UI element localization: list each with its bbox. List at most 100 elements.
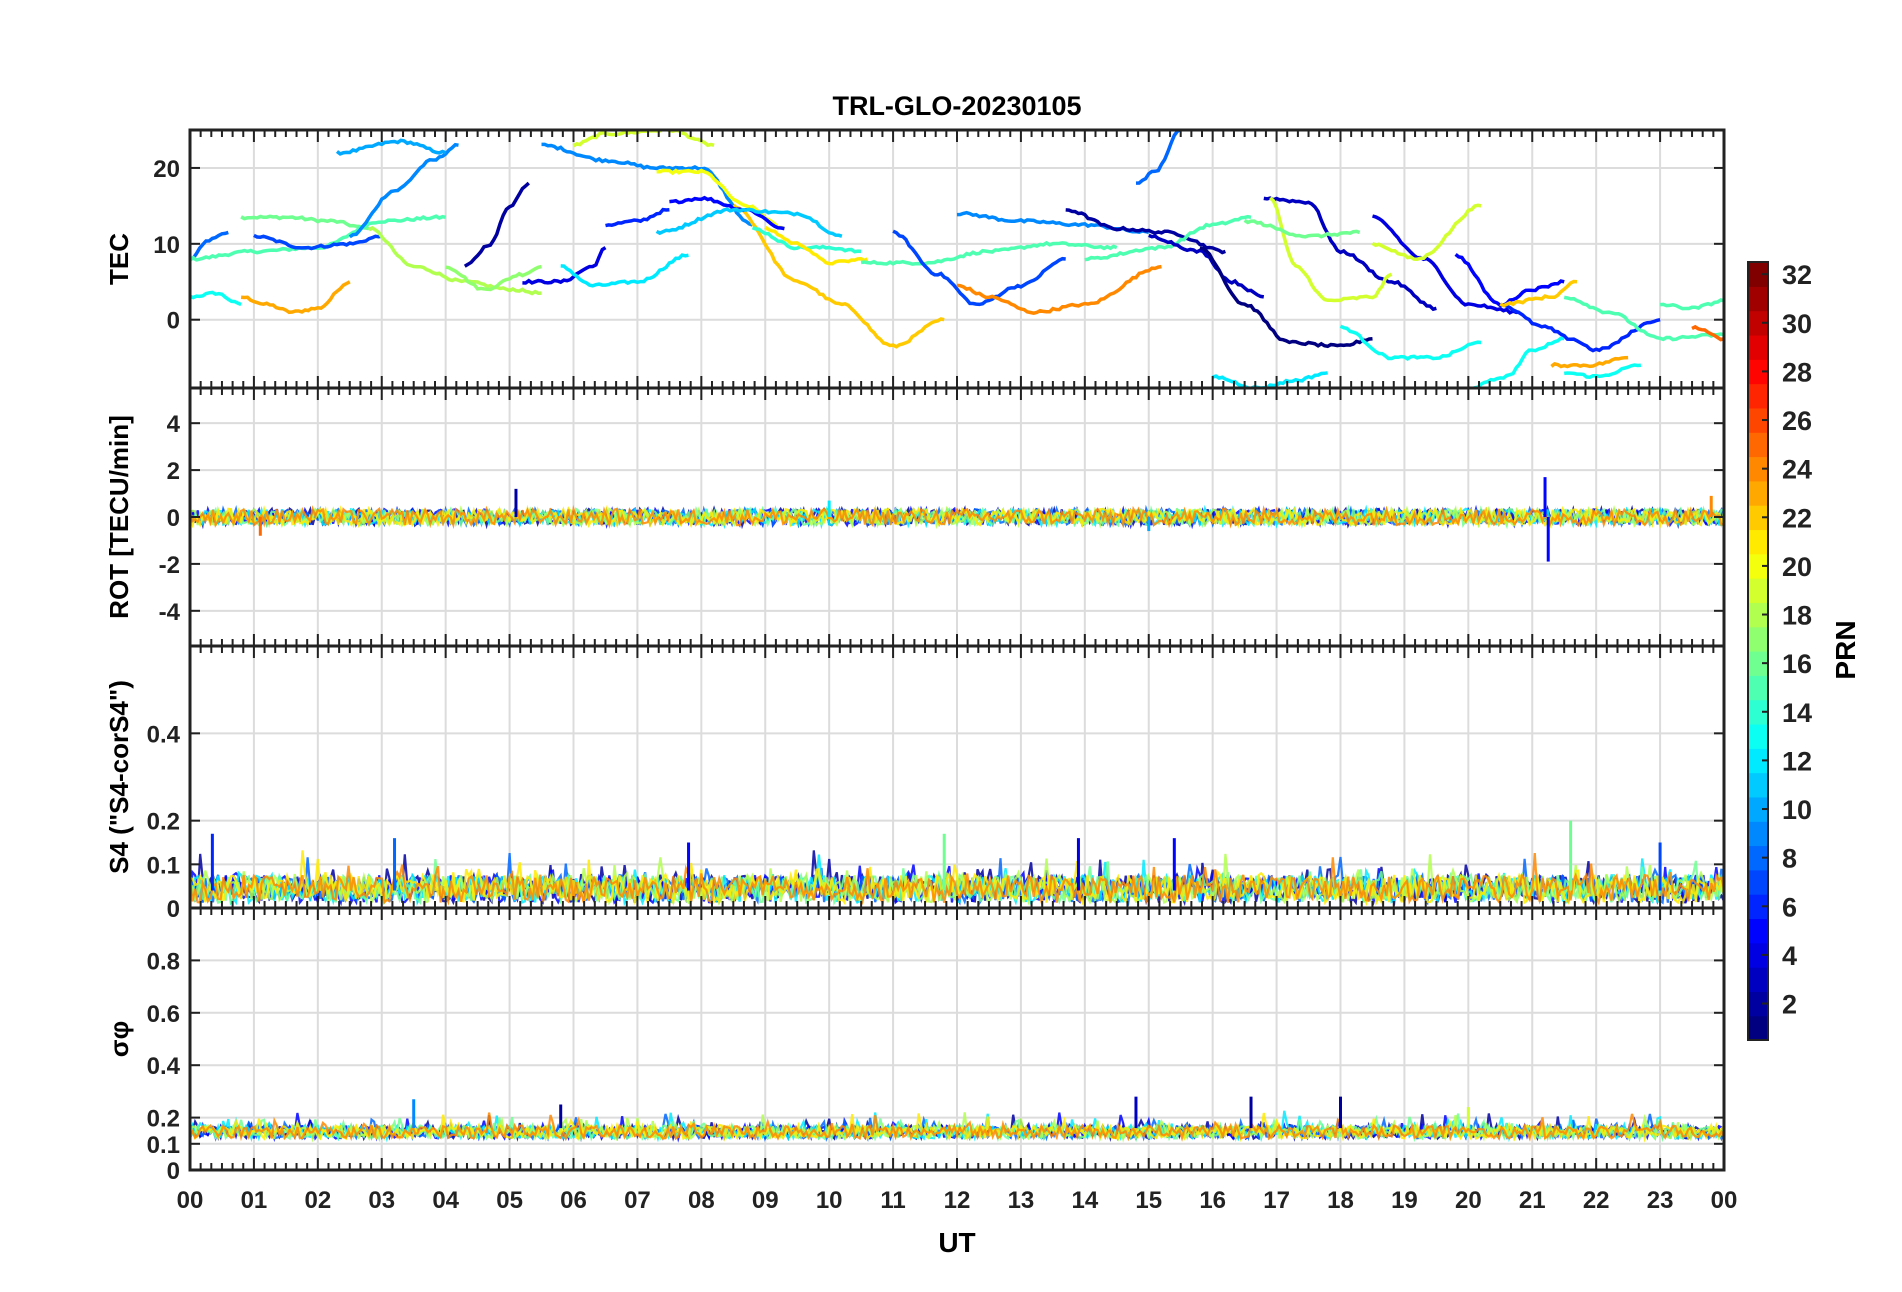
tec-series-38 [1468, 336, 1565, 388]
x-tick-label: 12 [944, 1187, 971, 1214]
y-tick-label: 2 [167, 458, 180, 485]
x-tick-label: 00 [177, 1187, 204, 1214]
tec-series-26 [1065, 208, 1226, 255]
tec-series-12 [560, 253, 689, 288]
colorbar-swatch [1748, 748, 1768, 774]
x-axis-tick-labels: 00 01 02 03 04 05 06 07 08 09 10 11 12 13 14 15 16 17 18 19… [177, 1187, 1738, 1214]
colorbar-swatch [1748, 845, 1768, 871]
y-tick-label: 0.8 [147, 948, 180, 975]
panel-rot: -4 -2 0 2 4 ROT [TECU/min] [104, 386, 1726, 648]
x-tick-label: 20 [1455, 1187, 1482, 1214]
x-tick-label: 00 [1711, 1187, 1738, 1214]
colorbar-frame [1747, 261, 1769, 1041]
colorbar-swatch [1748, 407, 1768, 433]
colorbar-tick-label: 14 [1782, 698, 1812, 728]
colorbar-tick-label: 16 [1782, 649, 1812, 679]
tec-series-2 [240, 280, 351, 315]
colorbar-swatch [1748, 578, 1768, 603]
colorbar-swatch [1748, 772, 1768, 798]
x-tick-label: 13 [1008, 1187, 1035, 1214]
colorbar-swatch [1748, 1015, 1768, 1041]
tec-series-7 [253, 233, 383, 251]
y-tick-label: 0 [167, 308, 180, 335]
colorbar-tick-label: 6 [1782, 892, 1797, 922]
colorbar-swatch [1748, 359, 1768, 385]
x-tick-label: 21 [1519, 1187, 1546, 1214]
y-tick-label: 0.4 [147, 1053, 181, 1080]
tec-series-42 [1550, 355, 1629, 369]
tec-series-40 [1499, 303, 1661, 353]
x-tick-label: 19 [1391, 1187, 1418, 1214]
tec-series-21 [764, 225, 869, 266]
colorbar-swatch [1748, 723, 1768, 749]
y-axis-label-tec: TEC [104, 233, 134, 285]
band-series-7 [190, 1112, 1724, 1142]
tec-series-13 [605, 207, 670, 228]
y-tick-label: 4 [167, 411, 181, 438]
panel-tec: 0 10 20 TEC [104, 128, 1726, 390]
y-tick-label: 0.1 [147, 1132, 180, 1159]
colorbar-swatch [1748, 602, 1768, 628]
y-tick-label: 0 [167, 1158, 180, 1185]
colorbar-swatch [1748, 991, 1768, 1017]
series-group [190, 477, 1724, 562]
chart-title: TRL-GLO-20230105 [832, 91, 1081, 121]
y-axis-label-s4: S4 ("S4-corS4") [104, 680, 134, 874]
tec-series-39 [1454, 253, 1565, 308]
band-series-7 [190, 504, 1724, 530]
tec-series-6 [335, 138, 447, 156]
x-tick-label: 17 [1263, 1187, 1290, 1214]
x-tick-label: 16 [1199, 1187, 1226, 1214]
tec-series-22 [860, 240, 1118, 266]
y-axis-label-rot: ROT [TECU/min] [104, 415, 134, 619]
tec-series-8 [368, 225, 542, 296]
colorbar-tick-label: 28 [1782, 357, 1812, 387]
x-tick-label: 05 [496, 1187, 523, 1214]
x-tick-label: 03 [368, 1187, 395, 1214]
tec-series-37 [1339, 324, 1482, 361]
colorbar-swatch [1748, 334, 1768, 360]
x-tick-label: 07 [624, 1187, 651, 1214]
colorbar-swatch [1748, 869, 1768, 895]
grid [189, 646, 1725, 909]
tec-series-23 [892, 229, 1066, 307]
colorbar-tick-label: 18 [1782, 601, 1812, 631]
tec-series-45 [1659, 298, 1724, 311]
colorbar-swatch [1748, 456, 1768, 482]
colorbar-tick-label: 12 [1782, 746, 1812, 776]
tec-series-41 [1499, 279, 1578, 308]
colorbar-tick-label: 20 [1782, 552, 1812, 582]
tec-series-18 [669, 195, 785, 231]
colorbar-swatch [1748, 262, 1768, 287]
y-tick-label: 0.2 [147, 809, 180, 836]
x-tick-label: 01 [241, 1187, 268, 1214]
x-tick-label: 04 [432, 1187, 459, 1214]
tec-series-27 [1084, 214, 1252, 262]
tec-series-9 [463, 181, 530, 268]
tec-series-33 [1243, 218, 1361, 239]
colorbar-tick-label: 4 [1782, 941, 1797, 971]
x-tick-label: 09 [752, 1187, 779, 1214]
minor-ticks [189, 388, 1725, 646]
colorbar-swatch [1748, 432, 1768, 458]
x-tick-label: 23 [1647, 1187, 1674, 1214]
y-tick-label: 0.4 [147, 721, 181, 748]
colorbar-swatch [1748, 651, 1768, 676]
y-tick-label: 0.2 [147, 1106, 180, 1133]
colorbar-swatch [1748, 894, 1768, 920]
tec-series-1 [190, 290, 242, 307]
tec-series-5 [348, 142, 459, 239]
y-axis-label-sigma_phi: σφ [104, 1021, 134, 1057]
y-tick-label: 10 [153, 232, 180, 259]
y-tick-label: 0 [167, 896, 180, 923]
tec-series-35 [1371, 203, 1482, 262]
tec-series-3 [240, 214, 370, 231]
tec-series-19 [655, 207, 843, 238]
colorbar-swatch [1748, 942, 1768, 968]
tec-series-32 [1269, 196, 1393, 303]
colorbar-swatch [1748, 505, 1768, 531]
minor-ticks [189, 908, 1725, 1170]
x-tick-label: 22 [1583, 1187, 1610, 1214]
